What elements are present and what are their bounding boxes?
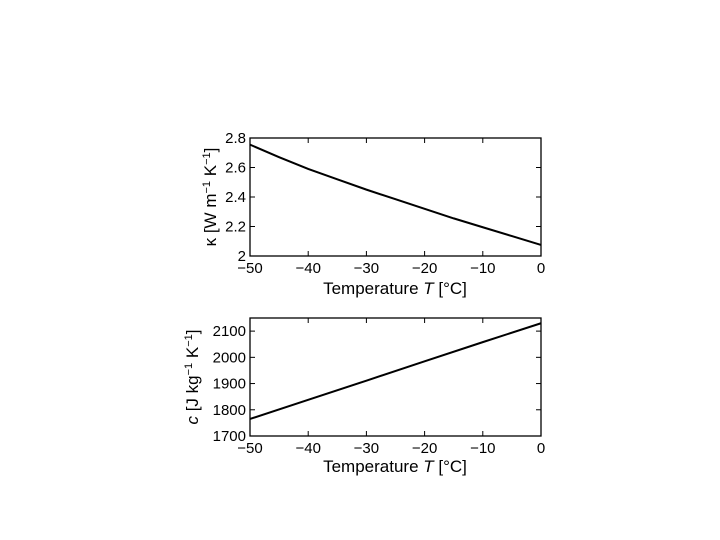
series-line	[249, 143, 542, 246]
y-tick-label: 2.4	[225, 189, 246, 206]
plot-frame	[249, 137, 542, 257]
y-tick-label: 1800	[213, 402, 246, 419]
y-tick-label: 2.6	[225, 160, 246, 177]
x-tick-label: −30	[354, 260, 379, 277]
y-tick-label: 2000	[213, 349, 246, 366]
y-axis-label: c [J kg−1 K−1]	[183, 329, 202, 424]
x-tick-label: −20	[412, 260, 437, 277]
y-tick-label: 2.2	[225, 219, 246, 236]
x-tick-label: −40	[295, 260, 320, 277]
y-tick-label: 2	[238, 248, 246, 265]
y-tick-label: 2100	[213, 323, 246, 340]
y-tick-label: 2.8	[225, 130, 246, 147]
x-axis-label: Temperature T [°C]	[323, 279, 467, 298]
x-tick-label: −20	[412, 440, 437, 457]
x-tick-label: −50	[237, 440, 262, 457]
series-line	[249, 322, 542, 420]
y-tick-label: 1700	[213, 428, 246, 445]
x-tick-label: 0	[537, 440, 545, 457]
plot-frame	[249, 317, 542, 437]
y-tick-label: 1900	[213, 376, 246, 393]
x-tick-label: −40	[295, 440, 320, 457]
conductivity-plot: −50 −40 −30 −20 −10 0 2 2.2 2.4 2.6 2.8 Temperatur…	[201, 130, 545, 298]
x-tick-label: −10	[470, 440, 495, 457]
x-axis-label: Temperature T [°C]	[323, 457, 467, 476]
y-axis-label: κ [W m−1 K−1]	[201, 148, 220, 247]
specific-heat-plot: −50 −40 −30 −20 −10 0 1700 1800 1900 2000 2100 Tem…	[183, 317, 545, 476]
x-tick-label: −10	[470, 260, 495, 277]
x-tick-label: −50	[237, 260, 262, 277]
x-tick-label: 0	[537, 260, 545, 277]
x-tick-label: −30	[354, 440, 379, 457]
